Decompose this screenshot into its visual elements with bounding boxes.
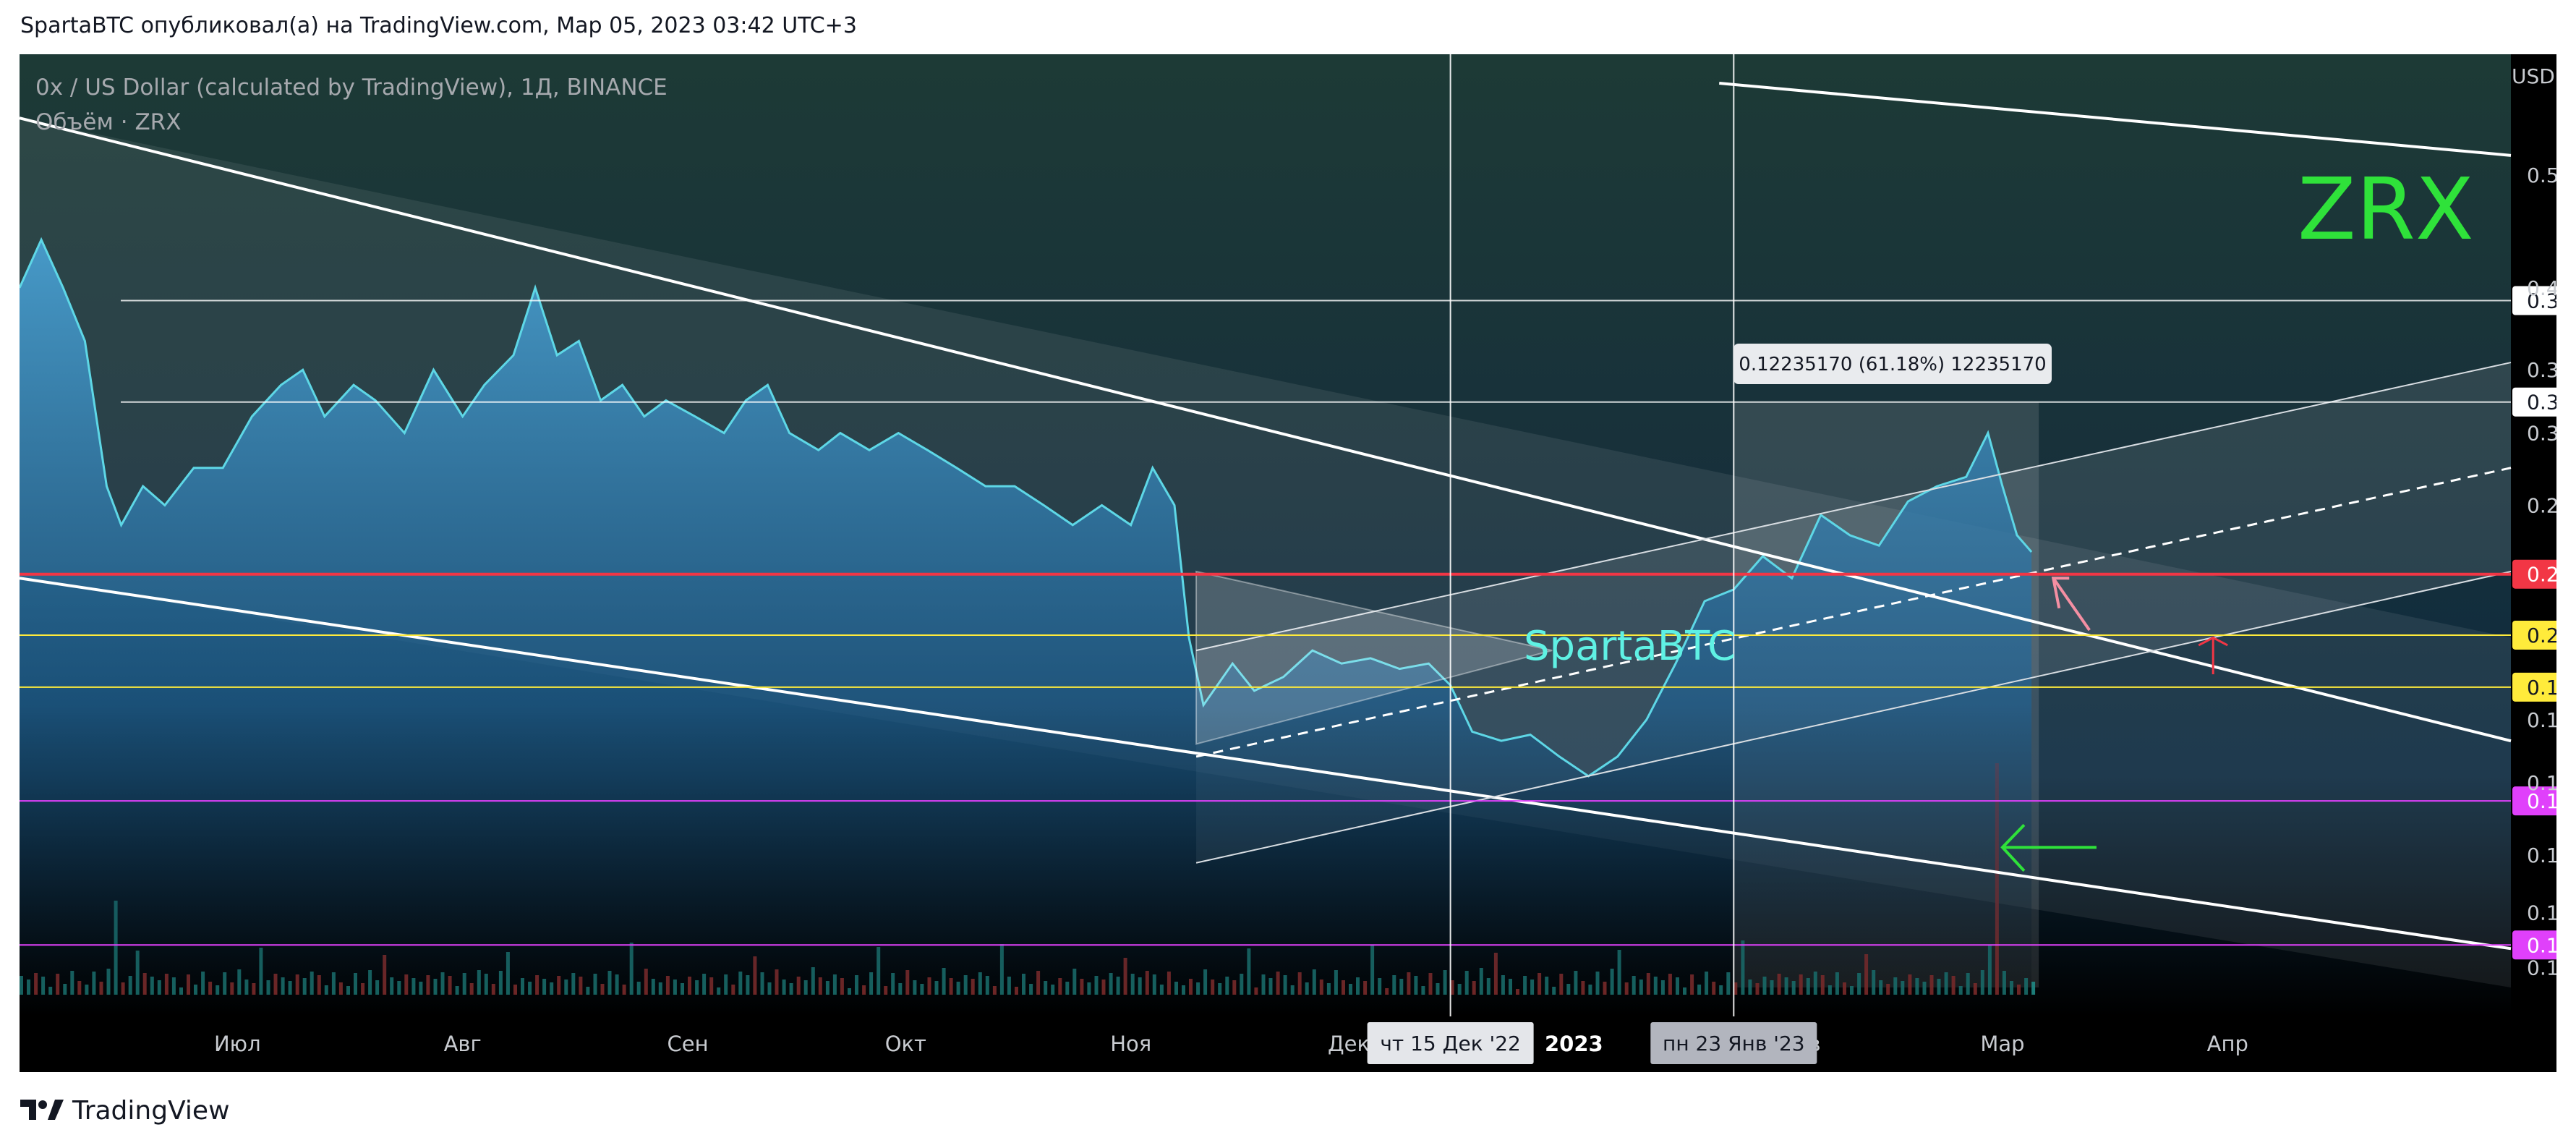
x-tick-label: 2023 xyxy=(1545,1032,1603,1056)
level-price-label: 0.31900000 xyxy=(2527,391,2556,415)
symbol-legend[interactable]: 0x / US Dollar (calculated by TradingVie… xyxy=(35,75,668,101)
measure-tooltip: 0.12235170 (61.18%) 12235170 xyxy=(1733,344,2052,384)
tradingview-logo-icon xyxy=(20,1100,64,1120)
falling-channel-lower-line[interactable] xyxy=(20,577,2512,951)
pink-arrow-head-icon xyxy=(2051,577,2070,609)
level-price-tag[interactable] xyxy=(2512,930,2556,960)
y-tick-label: 0.30000000 xyxy=(2527,422,2556,446)
price-axis-background xyxy=(2511,54,2556,1016)
x-tick-label: Сен xyxy=(667,1032,708,1056)
time-axis-background xyxy=(20,1016,2556,1072)
crosshair-date-label: чт 15 Дек '22 xyxy=(1380,1032,1521,1055)
x-tick-label: Мар xyxy=(1980,1032,2024,1056)
x-tick-label: Ноя xyxy=(1110,1032,1151,1056)
x-tick-label: Апр xyxy=(2207,1032,2248,1056)
crosshair-date-tag xyxy=(1650,1022,1817,1064)
y-tick-label: 0.50000000 xyxy=(2527,163,2556,187)
triangle-pattern[interactable] xyxy=(1195,570,1553,745)
y-tick-label: 0.11600000 xyxy=(2527,901,2556,925)
tradingview-brand: TradingView xyxy=(72,1095,230,1126)
author-watermark: SpartaBTC xyxy=(1524,623,1736,670)
crosshair-date-tag xyxy=(1367,1022,1534,1064)
level-price-label: 0.22680000 xyxy=(2527,563,2556,587)
x-tick-label: Дек xyxy=(1328,1032,1370,1056)
x-tick-label: Окт xyxy=(885,1032,926,1056)
level-price-label: 0.18130000 xyxy=(2527,676,2556,700)
volume-legend[interactable]: Объём · ZRX xyxy=(35,109,182,135)
y-tick-label: 0.15000000 xyxy=(2527,771,2556,795)
usd-axis-label: USD xyxy=(2512,64,2555,88)
chart-panel[interactable]: 0.39000000 0.31900000 0.22680000 0.20100000… xyxy=(20,54,2556,1072)
red-up-arrow-head-icon xyxy=(2198,636,2228,647)
level-price-label: 0.10877700 xyxy=(2527,933,2556,957)
x-tick-label: Июл xyxy=(214,1032,261,1056)
pink-arrow-icon xyxy=(2052,577,2091,632)
publish-header: SpartaBTC опубликовал(а) на TradingView.… xyxy=(20,13,857,38)
y-tick-label: 0.34000000 xyxy=(2527,358,2556,382)
y-tick-label: 0.10400000 xyxy=(2527,956,2556,980)
y-tick-label: 0.40000000 xyxy=(2527,276,2556,300)
green-left-arrow-head-icon xyxy=(2000,823,2026,872)
y-tick-label: 0.17000000 xyxy=(2527,708,2556,732)
top-trend-line[interactable] xyxy=(1719,82,2512,157)
level-price-tag[interactable] xyxy=(2512,387,2556,417)
level-price-label: 0.20100000 xyxy=(2527,624,2556,647)
level-price-tag[interactable] xyxy=(2512,672,2556,702)
x-tick-label: Авг xyxy=(444,1032,482,1056)
price-chart[interactable]: 0.39000000 0.31900000 0.22680000 0.20100000… xyxy=(20,54,2556,1072)
svg-text:0.12235170 (61.18%) 12235170: 0.12235170 (61.18%) 12235170 xyxy=(1739,354,2046,375)
crosshair-date-label: пн 23 Янв '23 xyxy=(1663,1032,1805,1055)
volume-bar xyxy=(2031,982,2036,995)
level-price-tag[interactable] xyxy=(2512,559,2556,589)
level-price-label: 0.39000000 xyxy=(2527,289,2556,313)
level-price-label: 0.14470901 xyxy=(2527,789,2556,813)
ticker-watermark: ZRX xyxy=(2298,159,2474,259)
rising-channel-upper-line[interactable] xyxy=(1195,362,2512,652)
falling-channel-upper-line[interactable] xyxy=(20,116,2512,743)
footer: TradingView xyxy=(20,1092,230,1129)
level-price-tag[interactable] xyxy=(2512,286,2556,315)
level-price-tag[interactable] xyxy=(2512,786,2556,816)
level-price-tag[interactable] xyxy=(2512,620,2556,650)
chart-legend: 0x / US Dollar (calculated by TradingVie… xyxy=(35,70,668,140)
rising-channel-lower-line[interactable] xyxy=(1195,571,2512,864)
y-tick-label: 0.13000000 xyxy=(2527,844,2556,867)
y-tick-label: 0.26000000 xyxy=(2527,493,2556,517)
price-line xyxy=(20,237,2033,778)
price-area-fill xyxy=(20,239,2032,1016)
